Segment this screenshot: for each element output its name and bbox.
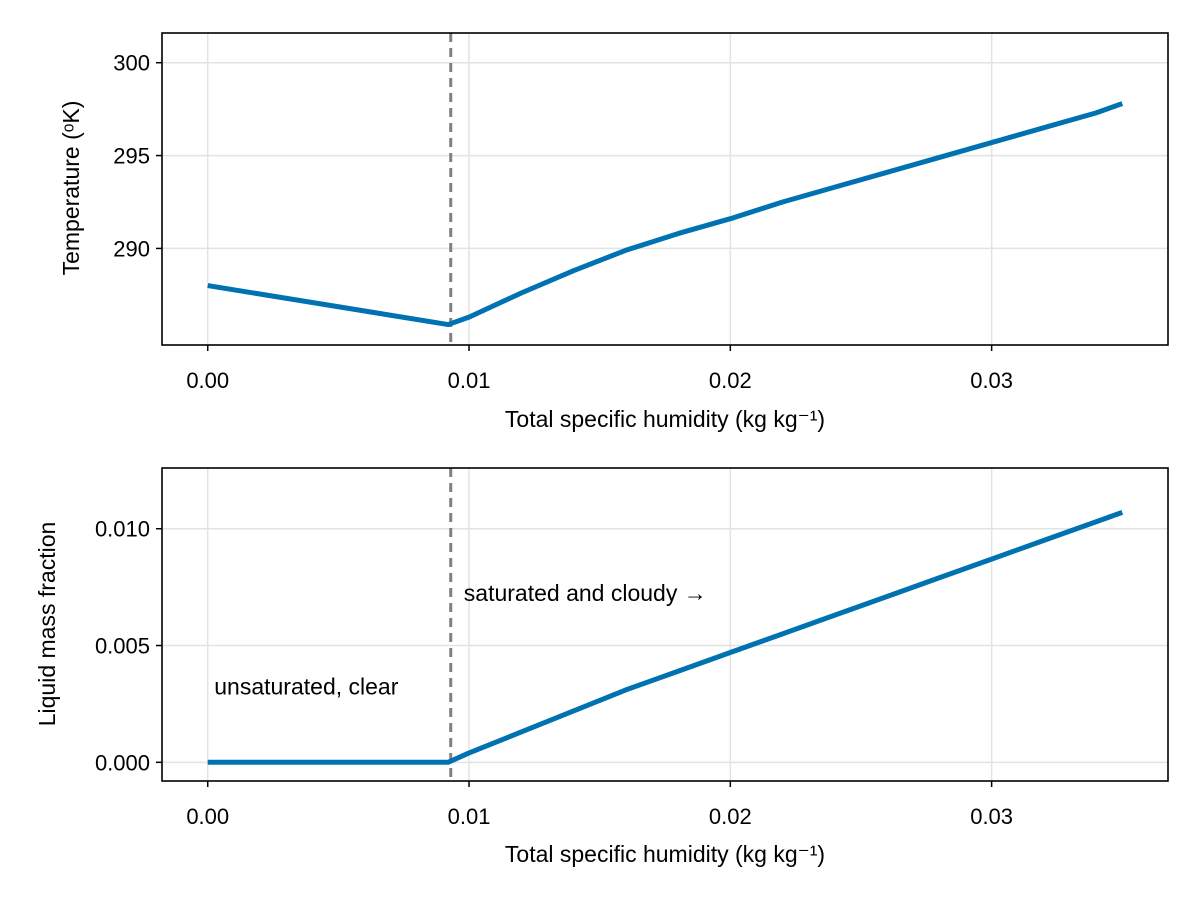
temperature-x-tick-label-0: 0.00 <box>186 368 229 393</box>
liquid-fraction-x-tick-label-3: 0.03 <box>970 804 1013 829</box>
liquid-fraction-plot-frame <box>161 467 1169 782</box>
liquid-fraction-y-tick-label-2: 0.010 <box>95 517 150 542</box>
liquid-fraction-x-tick-label-0: 0.00 <box>186 804 229 829</box>
liquid-fraction-y-tick-label-0: 0.000 <box>95 750 150 775</box>
temperature-panel: 0.00 0.01 0.02 0.03 290 295 300 Total specific… <box>58 32 1169 432</box>
liquid-fraction-gridlines <box>162 468 1168 781</box>
temperature-plot-frame <box>161 32 1169 346</box>
temperature-y-axis-label: Temperature (ᵒK) <box>58 101 84 276</box>
temperature-y-tick-label-2: 300 <box>113 51 150 76</box>
liquid-fraction-axis-ticks: 0.00 0.01 0.02 0.03 0.000 0.005 0.010 <box>95 517 1013 829</box>
temperature-y-tick-label-0: 290 <box>113 236 150 261</box>
annotation-saturated-cloudy: saturated and cloudy → <box>464 580 707 606</box>
annotation-unsaturated-clear: unsaturated, clear <box>214 674 398 700</box>
temperature-axis-ticks: 0.00 0.01 0.02 0.03 290 295 300 <box>113 51 1013 393</box>
liquid-fraction-series-line <box>207 510 1124 765</box>
temperature-series-line <box>207 101 1124 328</box>
liquid-fraction-y-tick-label-1: 0.005 <box>95 634 150 659</box>
temperature-x-tick-label-1: 0.01 <box>448 368 491 393</box>
liquid-fraction-panel: 0.00 0.01 0.02 0.03 0.000 0.005 0.010 unsatura… <box>34 467 1169 867</box>
liquid-fraction-x-tick-label-2: 0.02 <box>709 804 752 829</box>
liquid-fraction-x-axis-label: Total specific humidity (kg kg⁻¹) <box>505 841 825 867</box>
liquid-fraction-x-tick-label-1: 0.01 <box>448 804 491 829</box>
liquid-fraction-y-axis-label: Liquid mass fraction <box>34 522 60 727</box>
temperature-y-tick-label-1: 295 <box>113 144 150 169</box>
temperature-x-tick-label-3: 0.03 <box>970 368 1013 393</box>
temperature-x-tick-label-2: 0.02 <box>709 368 752 393</box>
temperature-gridlines <box>162 33 1168 345</box>
temperature-x-axis-label: Total specific humidity (kg kg⁻¹) <box>505 406 825 432</box>
